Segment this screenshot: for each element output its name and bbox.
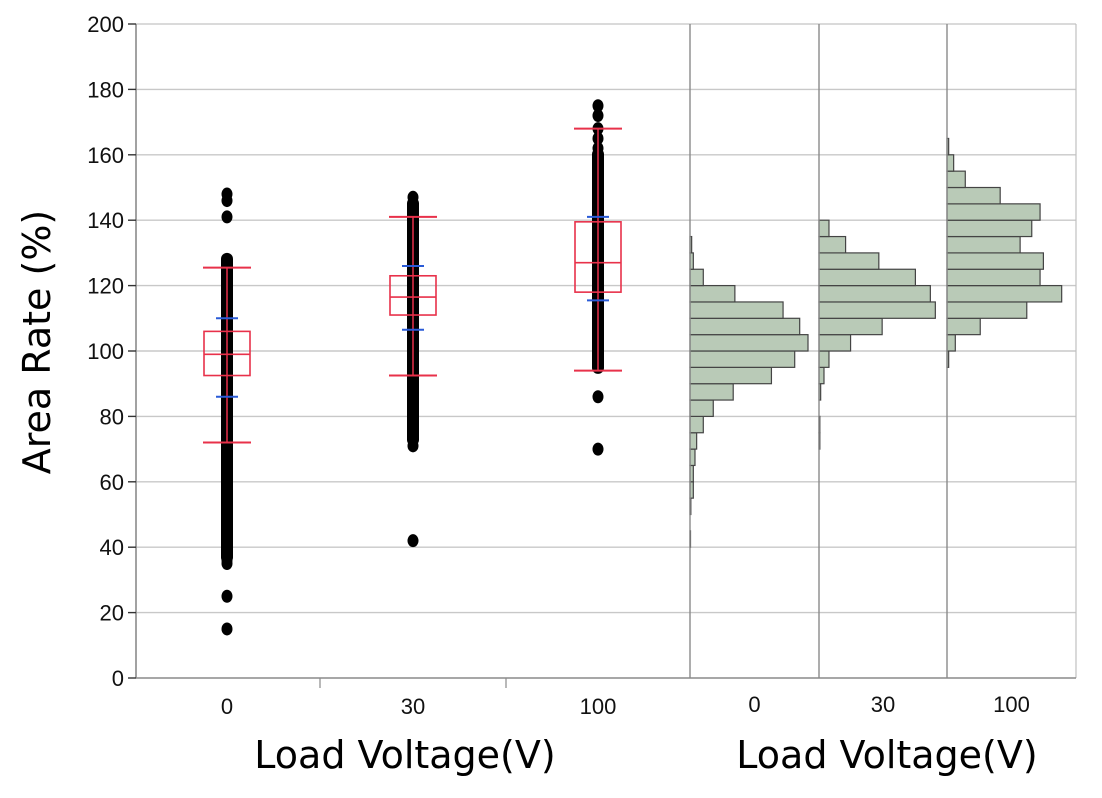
hist-bar-30-110 (818, 301, 936, 319)
boxplot-0 (203, 187, 251, 636)
hist-x-tick-label-30: 30 (871, 692, 895, 717)
hist-bar-100-150 (946, 170, 966, 189)
hist-bar-30-125 (818, 252, 880, 270)
box-x-axis-title: Load Voltage(V) (254, 733, 555, 777)
data-point-30-4 (407, 387, 419, 401)
data-point-0-1 (221, 194, 233, 208)
hist-bar-30-105 (818, 317, 883, 336)
data-point-100-0 (592, 99, 604, 113)
hist-bar-30-100 (818, 334, 852, 352)
data-point-0-2 (221, 210, 233, 224)
x-axis-ticks: 0 30 100 0 30 100 (221, 692, 1030, 719)
hist-bar-30-90 (818, 366, 825, 385)
y-tick-label-140: 140 (87, 208, 124, 233)
hist-x-tick-label-100: 100 (993, 692, 1030, 717)
data-point-30-5 (407, 396, 419, 410)
histogram-100 (946, 137, 1063, 368)
y-tick-label-80: 80 (100, 404, 124, 429)
box-x-tick-label-100: 100 (580, 694, 617, 719)
hist-bar-30-120 (818, 268, 916, 287)
hist-x-axis-title: Load Voltage(V) (736, 733, 1037, 777)
hist-bar-0-115 (689, 285, 736, 303)
box-iqr-0 (203, 330, 251, 377)
hist-bar-0-120 (689, 268, 704, 287)
y-tick-label-40: 40 (100, 535, 124, 560)
hist-bar-0-80 (689, 399, 714, 417)
hist-bar-0-90 (689, 366, 773, 385)
hist-x-tick-label-0: 0 (748, 692, 760, 717)
y-tick-label-0: 0 (112, 666, 124, 691)
box-iqr-100 (574, 221, 622, 293)
data-point-100-5 (592, 390, 604, 404)
data-point-30-6 (407, 406, 419, 420)
hist-bar-100-110 (946, 301, 1028, 319)
y-tick-label-20: 20 (100, 601, 124, 626)
hist-bar-100-105 (946, 317, 981, 336)
box-iqr-30 (389, 274, 437, 316)
y-tick-label-100: 100 (87, 339, 124, 364)
boxplot-100 (574, 99, 622, 456)
data-point-30-3 (407, 377, 419, 391)
y-tick-label-200: 200 (87, 12, 124, 37)
hist-bar-100-120 (946, 268, 1041, 287)
histogram-0 (689, 235, 809, 548)
y-tick-label-120: 120 (87, 274, 124, 299)
boxplot-30 (389, 190, 437, 548)
data-point-0-10 (221, 557, 233, 571)
y-axis-ticks: 0 20 40 60 80 100 120 140 160 180 200 (87, 12, 136, 691)
hist-bar-30-115 (818, 285, 931, 303)
y-axis-title: Area Rate (%) (15, 210, 59, 475)
histogram-30 (818, 219, 936, 450)
hist-bar-100-125 (946, 252, 1044, 270)
y-tick-label-160: 160 (87, 143, 124, 168)
plot-frame (135, 23, 1077, 688)
data-point-100-1 (592, 109, 604, 123)
hist-bar-100-155 (946, 154, 955, 172)
box-x-tick-label-0: 0 (221, 694, 233, 719)
hist-bar-0-95 (689, 350, 796, 368)
data-point-30-7 (407, 416, 419, 430)
hist-bar-100-135 (946, 219, 1033, 238)
hist-bar-0-105 (689, 317, 801, 336)
hist-bar-0-110 (689, 301, 784, 319)
data-point-100-6 (592, 442, 604, 456)
hist-bar-30-130 (818, 235, 847, 254)
data-point-0-12 (221, 622, 233, 636)
hist-bar-100-100 (946, 334, 956, 352)
hist-bar-0-70 (689, 432, 698, 450)
hist-bar-0-100 (689, 334, 809, 352)
box-plots (203, 99, 622, 636)
data-point-0-4 (221, 514, 233, 528)
hist-bar-30-135 (818, 219, 830, 238)
data-point-0-11 (221, 589, 233, 603)
hist-bar-0-85 (689, 383, 734, 401)
box-x-tick-label-30: 30 (401, 694, 425, 719)
data-point-30-11 (407, 534, 419, 548)
hist-bar-100-130 (946, 235, 1021, 254)
hist-bar-0-75 (689, 415, 704, 434)
data-point-30-2 (407, 203, 419, 217)
y-tick-label-180: 180 (87, 77, 124, 102)
hist-bar-30-95 (818, 350, 830, 368)
hist-bar-100-115 (946, 285, 1063, 303)
hist-bar-100-145 (946, 186, 1001, 205)
hist-bar-0-65 (689, 448, 696, 467)
y-tick-label-60: 60 (100, 470, 124, 495)
histograms (689, 137, 1063, 548)
data-point-30-10 (407, 439, 419, 453)
hist-bar-100-140 (946, 203, 1041, 221)
